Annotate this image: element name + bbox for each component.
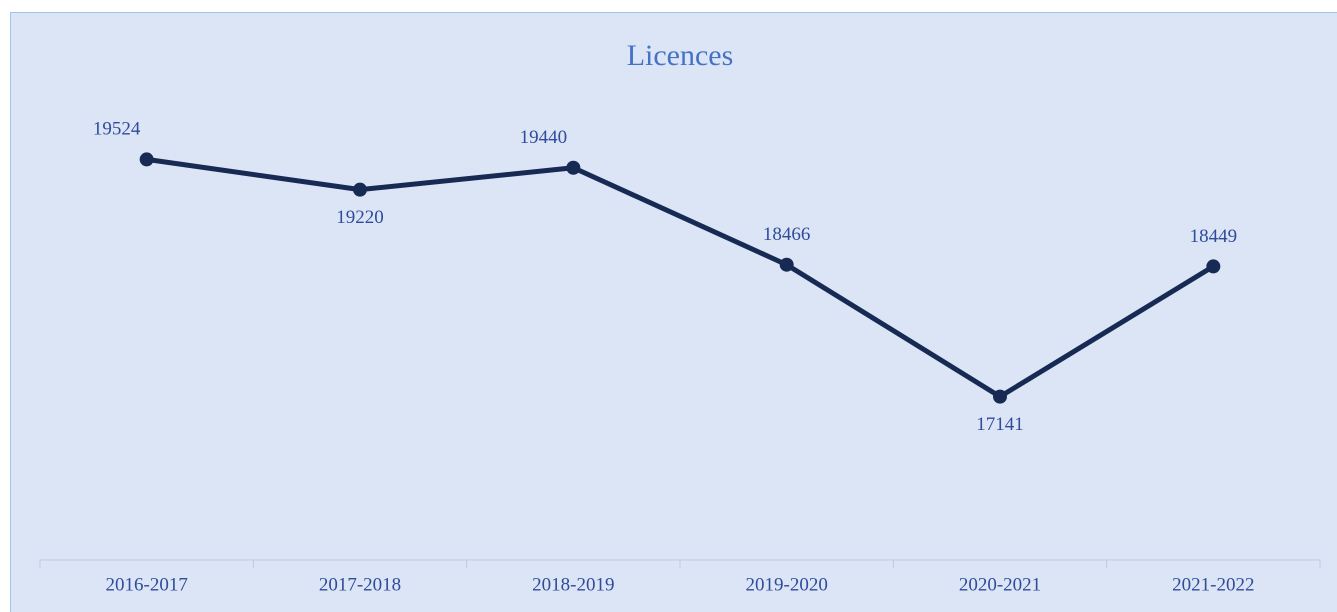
marker [779, 257, 794, 272]
marker [353, 182, 367, 197]
data-label: 17141 [976, 414, 1024, 435]
x-tick-label: 2017-2018 [319, 574, 401, 595]
x-tick-label: 2018-2019 [532, 574, 614, 595]
x-tick-label: 2016-2017 [106, 574, 188, 595]
data-label: 19524 [93, 119, 141, 140]
marker [993, 389, 1007, 404]
chart-area [10, 12, 1337, 612]
x-tick-label: 2021-2022 [1172, 574, 1254, 595]
data-label: 18466 [763, 224, 811, 245]
x-tick-label: 2020-2021 [959, 574, 1041, 595]
marker [566, 160, 581, 175]
data-label: 19220 [336, 207, 384, 228]
data-label: 18449 [1190, 226, 1238, 247]
x-tick-label: 2019-2020 [746, 574, 828, 595]
line [146, 156, 1215, 400]
marker [139, 152, 154, 167]
marker [1206, 259, 1221, 274]
chart-title: Licences [627, 39, 734, 72]
data-label: 19440 [520, 127, 568, 148]
